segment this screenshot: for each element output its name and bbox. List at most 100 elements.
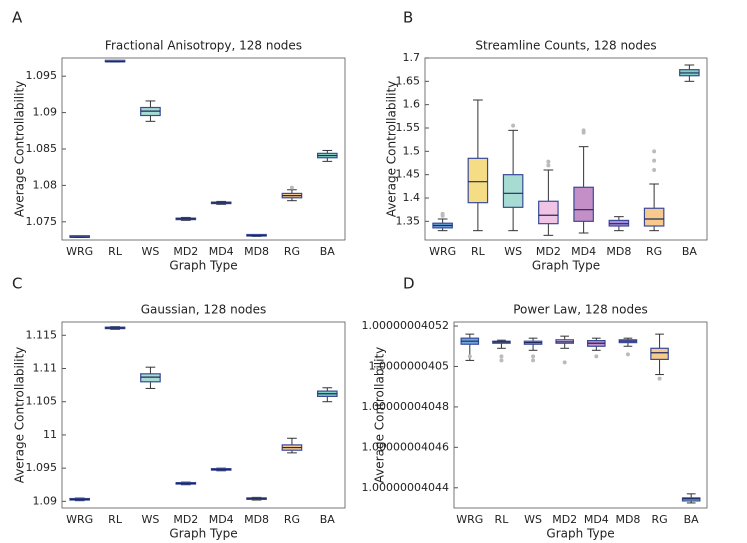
outlier <box>625 352 630 357</box>
outlier <box>546 163 551 168</box>
x-tick-label: MD8 <box>606 245 631 258</box>
plot-frame <box>61 321 346 509</box>
x-tick-label: BA <box>320 513 336 526</box>
y-tick-label: 1.085 <box>26 142 58 155</box>
y-tick-label: 1.095 <box>26 461 58 474</box>
outlier <box>531 354 536 359</box>
x-axis-label: Graph Type <box>169 527 237 541</box>
y-tick-label: 1.7 <box>403 51 421 64</box>
x-tick-label: MD4 <box>209 513 234 526</box>
x-tick-label: MD8 <box>244 245 269 258</box>
chart-title: Gaussian, 128 nodes <box>141 303 267 317</box>
outlier <box>652 168 657 172</box>
panel: 1.35 1.4 1.45 1.5 1.55 1.6 1.65 1.7 WRG RL WS MD2 MD… <box>385 9 708 273</box>
outlier <box>562 360 567 365</box>
x-tick-label: WRG <box>66 245 93 258</box>
y-tick-label: 1.00000004048 <box>362 400 449 413</box>
plot-frame <box>424 57 708 241</box>
box <box>573 186 594 222</box>
x-tick-label: RL <box>471 245 486 258</box>
outlier <box>511 123 516 128</box>
x-axis-label: Graph Type <box>532 259 600 273</box>
chart-title: Fractional Anisotropy, 128 nodes <box>105 39 302 53</box>
y-tick-label: 11 <box>43 428 57 441</box>
x-axis-label: Graph Type <box>546 527 614 541</box>
y-tick-label: 1.65 <box>396 74 421 87</box>
panel-label: B <box>403 9 413 27</box>
x-tick-label: BA <box>684 513 700 526</box>
y-axis-label: Average Controllability <box>373 347 387 484</box>
y-tick-label: 1.075 <box>26 215 58 228</box>
y-tick-label: 1.35 <box>396 214 421 227</box>
box <box>538 200 559 225</box>
panel: 1.00000004044 1.00000004046 1.00000004048 1… <box>362 275 708 541</box>
y-tick-label: 1.095 <box>26 69 58 82</box>
x-tick-label: RL <box>108 513 123 526</box>
outlier <box>289 185 294 190</box>
panel: 1.075 1.08 1.085 1.09 1.095 WRG RL WS MD2 MD4 MD8 R… <box>12 9 346 273</box>
y-tick-label: 1.00000004052 <box>362 319 449 332</box>
y-axis-label: Average Controllability <box>13 81 27 218</box>
y-tick-label: 1.08 <box>33 178 58 191</box>
y-axis-label: Average Controllability <box>385 81 399 218</box>
x-tick-label: WRG <box>456 513 483 526</box>
panel-label: C <box>12 275 22 293</box>
outlier <box>499 354 504 359</box>
x-tick-label: WRG <box>429 245 456 258</box>
x-tick-label: MD8 <box>244 513 269 526</box>
outlier <box>594 354 599 359</box>
outlier <box>531 358 536 363</box>
x-tick-label: RL <box>108 245 123 258</box>
y-axis-label: Average Controllability <box>13 347 27 484</box>
y-tick-label: 1.4 <box>403 191 421 204</box>
box <box>140 373 161 383</box>
x-tick-label: WS <box>142 245 160 258</box>
y-tick-label: 1.105 <box>26 395 58 408</box>
x-tick-label: RG <box>646 245 662 258</box>
chart-title: Streamline Counts, 128 nodes <box>475 39 656 53</box>
outlier <box>652 149 657 154</box>
x-tick-label: RL <box>495 513 510 526</box>
plot-frame <box>61 57 346 241</box>
x-axis-label: Graph Type <box>169 259 237 273</box>
y-tick-label: 1.00000004046 <box>362 440 449 453</box>
x-tick-label: WRG <box>66 513 93 526</box>
y-tick-label: 1.6 <box>403 98 421 111</box>
y-tick-label: 1.0000000405 <box>369 359 449 372</box>
outlier <box>581 128 586 133</box>
y-tick-label: 1.55 <box>396 121 421 134</box>
panel-label: D <box>403 275 415 293</box>
y-tick-label: 1.115 <box>26 328 58 341</box>
y-tick-label: 1.5 <box>403 144 421 157</box>
plot-frame <box>453 321 708 509</box>
outlier <box>467 354 472 359</box>
panel: 1.09 1.095 11 1.105 1.11 1.115 WRG RL WS MD2 MD4 MD… <box>12 275 346 541</box>
chart-title: Power Law, 128 nodes <box>513 303 648 317</box>
outlier <box>657 376 662 381</box>
y-tick-label: 1.09 <box>33 494 58 507</box>
x-tick-label: MD2 <box>173 513 198 526</box>
x-tick-label: BA <box>682 245 698 258</box>
x-tick-label: WS <box>504 245 522 258</box>
panel-label: A <box>12 9 23 27</box>
x-tick-label: MD8 <box>615 513 640 526</box>
outlier <box>499 358 504 363</box>
x-tick-label: MD4 <box>584 513 609 526</box>
x-tick-label: BA <box>320 245 336 258</box>
x-tick-label: WS <box>524 513 542 526</box>
x-tick-label: MD4 <box>571 245 596 258</box>
box <box>650 347 669 361</box>
outlier <box>440 211 445 216</box>
outlier <box>652 158 657 163</box>
x-tick-label: WS <box>142 513 160 526</box>
box <box>467 157 489 204</box>
y-tick-label: 1.09 <box>33 106 58 119</box>
outlier <box>546 159 551 164</box>
y-tick-label: 1.11 <box>33 362 58 375</box>
x-tick-label: RG <box>284 245 300 258</box>
x-tick-label: MD2 <box>552 513 577 526</box>
box <box>643 207 665 227</box>
y-tick-label: 1.00000004044 <box>362 481 449 494</box>
x-tick-label: MD2 <box>536 245 561 258</box>
